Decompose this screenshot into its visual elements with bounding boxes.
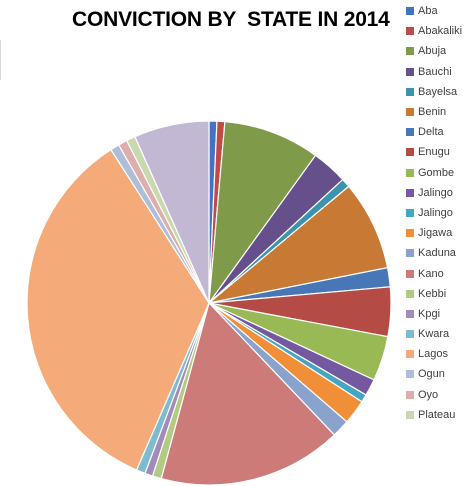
legend-swatch [406, 128, 414, 137]
legend-label: Oyo [418, 388, 439, 401]
legend-swatch [406, 229, 414, 238]
legend-swatch [406, 330, 414, 339]
legend-label: Enugu [418, 146, 450, 159]
divider [0, 40, 1, 80]
legend-swatch [406, 289, 414, 298]
legend-label: Bauchi [418, 65, 452, 78]
legend-label: Abuja [418, 45, 447, 58]
pie-slice-benin-5 [208, 185, 389, 304]
legend-label: Jalingo [418, 206, 453, 219]
pie-slice-abuja-2 [208, 121, 317, 306]
legend-swatch [406, 148, 414, 157]
legend-swatch [406, 208, 414, 217]
legend-label: Aba [418, 5, 438, 18]
legend-item-kaduna-12: Kaduna [406, 243, 476, 263]
legend-swatch [406, 410, 414, 419]
legend-label: Kwara [418, 328, 450, 341]
legend-label: Gombe [418, 166, 455, 179]
legend-item-jigawa-11: Jigawa [406, 223, 476, 243]
legend-label: Jigawa [418, 227, 453, 240]
legend-swatch [406, 47, 414, 56]
legend-item-bayelsa-4: Bayelsa [406, 82, 476, 102]
legend-swatch [406, 87, 414, 96]
legend-swatch [406, 269, 414, 278]
legend-label: Kano [418, 267, 444, 280]
legend-item-plateau-20: Plateau [406, 405, 476, 425]
legend-item-abakaliki-1: Abakaliki [406, 21, 476, 41]
legend-item-aba-0: Aba [406, 1, 476, 21]
legend-swatch [406, 27, 414, 36]
legend-item-oyo-19: Oyo [406, 385, 476, 405]
legend-label: Delta [418, 126, 444, 139]
legend-item-kpgi-15: Kpgi [406, 304, 476, 324]
legend-item-delta-6: Delta [406, 122, 476, 142]
legend-item-kebbi-14: Kebbi [406, 284, 476, 304]
legend-item-jalingo-9: Jalingo [406, 183, 476, 203]
legend-item-kwara-16: Kwara [406, 324, 476, 344]
legend-label: Plateau [418, 408, 456, 421]
legend-swatch [406, 309, 414, 318]
legend-swatch [406, 390, 414, 399]
legend-swatch [406, 249, 414, 258]
legend-swatch [406, 67, 414, 76]
legend-swatch [406, 370, 414, 379]
legend-label: Jalingo [418, 186, 453, 199]
legend-label: Benin [418, 106, 447, 119]
pie-slice-kano-13 [160, 301, 336, 486]
legend-item-lagos-17: Lagos [406, 344, 476, 364]
legend-swatch [406, 168, 414, 177]
legend-label: Lagos [418, 348, 448, 361]
legend-item-kano-13: Kano [406, 263, 476, 283]
legend-swatch [406, 108, 414, 117]
legend-swatch [406, 350, 414, 359]
legend-item-bauchi-3: Bauchi [406, 62, 476, 82]
legend-label: Ogun [418, 368, 445, 381]
chart-title: CONVICTION BY STATE IN 2014 [72, 8, 390, 31]
legend-item-jalingo-10: Jalingo [406, 203, 476, 223]
legend-swatch [406, 188, 414, 197]
legend-label: Kebbi [418, 287, 447, 300]
pie-slice-lagos-17 [26, 148, 210, 471]
legend-item-benin-5: Benin [406, 102, 476, 122]
legend-label: Kpgi [418, 307, 441, 320]
legend-item-ogun-18: Ogun [406, 364, 476, 384]
legend-label: Kaduna [418, 247, 456, 260]
legend-item-enugu-7: Enugu [406, 142, 476, 162]
chart-legend: Aba Abakaliki Abuja Bauchi Bayelsa Benin Delta… [406, 1, 476, 425]
legend-label: Abakaliki [418, 25, 463, 38]
pie-slice-other-21 [134, 120, 210, 304]
legend-label: Bayelsa [418, 85, 458, 98]
legend-item-gombe-8: Gombe [406, 163, 476, 183]
legend-swatch [406, 7, 414, 16]
legend-item-abuja-2: Abuja [406, 41, 476, 61]
